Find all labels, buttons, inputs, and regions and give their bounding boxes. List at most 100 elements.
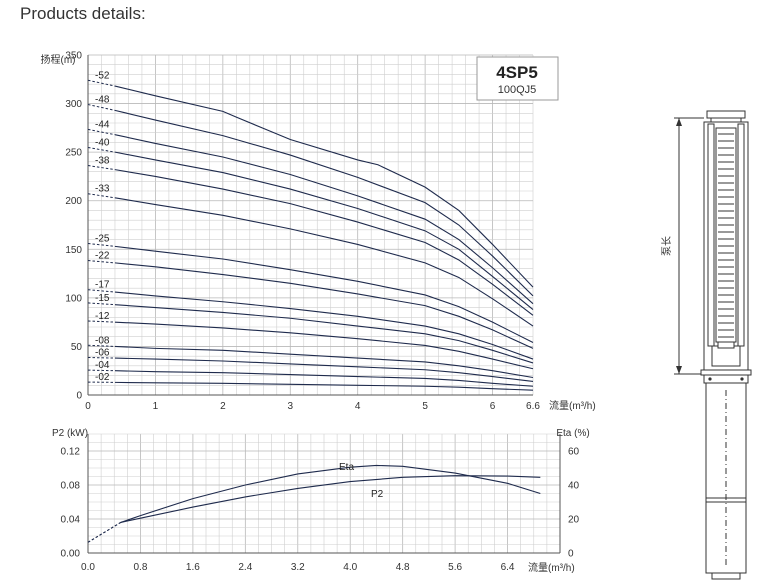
head-y-tick-label: 50 [71,342,83,353]
power-left-tick-label: 0.00 [61,549,81,560]
eta-curve [120,464,541,523]
power-right-tick-label: 0 [568,549,574,560]
stage-label: -33 [95,184,110,195]
head-chart-curves [87,79,534,391]
head-curve-44 [114,134,534,305]
head-curve-dashed-start [87,79,116,87]
stage-label: -17 [95,280,110,291]
stage-label: -48 [95,95,110,106]
power-x-tick-label: 0.8 [133,562,147,573]
head-curve-dashed-start [87,128,116,136]
power-left-tick-label: 0.04 [61,515,81,526]
power-x-tick-label: 3.2 [291,562,305,573]
head-chart-grid [87,54,534,396]
stage-label: -44 [95,119,110,130]
power-x-tick-label: 0.0 [81,562,95,573]
head-x-axis-title: 流量(m³/h) [549,399,596,412]
model-code: 100QJ5 [498,84,537,96]
p2-curve-dashed-start [87,521,122,543]
power-x-tick-label: 4.8 [396,562,410,573]
power-right-tick-label: 40 [568,481,580,492]
power-left-tick-label: 0.08 [61,481,81,492]
head-x-tick-label: 6 [490,401,496,412]
head-curve-12 [114,321,534,370]
head-curve-48 [114,109,534,297]
head-x-tick-label: 4 [355,401,361,412]
power-right-tick-label: 60 [568,447,580,458]
head-curve-06 [114,357,534,382]
head-curve-dashed-start [87,146,116,153]
power-x-tick-label: 1.6 [186,562,200,573]
head-curve-33 [114,197,534,327]
power-efficiency-chart: 0.0 0.8 1.6 2.4 3.2 4.0 4.8 5.6 6.4 0.00 0.04 0.08 0… [52,428,590,574]
power-x-tick-label: 4.0 [343,562,357,573]
power-x-axis-title: 流量(m³/h) [528,561,575,574]
head-y-tick-label: 300 [65,99,82,110]
head-y-axis-title: 扬程(m) [41,53,76,66]
head-curve-52 [114,85,534,288]
p2-curve [120,475,541,523]
power-right-axis-title: Eta (%) [556,428,589,439]
power-chart-axes: 0.0 0.8 1.6 2.4 3.2 4.0 4.8 5.6 6.4 0.00 0.04 0.08 0… [61,434,580,573]
head-y-tick-label: 0 [76,391,82,402]
head-chart-axes: 0 1 2 3 4 5 6 6.6 0 50 100 150 200 250 300 350 [65,51,540,413]
power-chart-grid [87,433,561,554]
head-curve-22 [114,262,534,349]
eta-series-label: Eta [339,462,354,473]
p2-series-label: P2 [371,489,384,500]
pump-stage-lines [718,133,734,338]
model-name: 4SP5 [496,63,538,82]
head-curve-15 [114,304,534,364]
head-y-tick-label: 150 [65,245,82,256]
stage-label: -02 [95,372,110,383]
head-chart-stage-labels: -52-48-44-40-38-33-25-22-17-15-12-08-06-… [95,70,110,383]
power-right-tick-label: 20 [568,515,580,526]
head-curve-25 [114,245,534,344]
head-curve-02 [114,381,534,391]
head-curve-dashed-start [87,242,116,247]
head-curve-38 [114,169,534,316]
head-x-tick-label: 0 [85,401,91,412]
stage-label: -06 [95,348,110,359]
head-curve-08 [114,345,534,379]
head-curve-dashed-start [87,302,116,306]
power-chart-curves [87,464,541,543]
power-left-tick-label: 0.12 [61,447,81,458]
stage-label: -04 [95,360,110,371]
power-x-tick-label: 2.4 [238,562,252,573]
power-left-axis-title: P2 (kW) [52,428,88,439]
head-x-tick-label: 1 [153,401,159,412]
head-curve-40 [114,151,534,310]
page-heading: Products details: [20,4,146,23]
pump-length-label: 泵长 [661,236,673,256]
head-curve-dashed-start [87,104,116,111]
head-curve-17 [114,291,534,360]
head-curve-dashed-start [87,260,116,264]
pump-dimension-drawing: 泵长 [661,110,752,580]
head-curve-dashed-start [87,289,116,293]
head-x-tick-label: 5 [422,401,428,412]
stage-label: -38 [95,156,110,167]
head-y-tick-label: 200 [65,196,82,207]
head-curve-dashed-start [87,165,116,171]
head-curve-dashed-start [87,193,116,199]
head-curve-04 [114,370,534,387]
stage-label: -08 [95,335,110,346]
stage-label: -22 [95,251,110,262]
stage-label: -12 [95,311,110,322]
stage-label: -52 [95,70,110,81]
head-y-tick-label: 100 [65,293,82,304]
stage-label: -40 [95,137,110,148]
head-x-tick-label: 6.6 [526,401,540,412]
head-y-tick-label: 250 [65,148,82,159]
model-box: 4SP5 100QJ5 [476,56,559,101]
power-x-tick-label: 5.6 [448,562,462,573]
head-x-tick-label: 2 [220,401,226,412]
stage-label: -25 [95,233,110,244]
power-x-tick-label: 6.4 [501,562,515,573]
head-y-tick-label: 350 [65,51,82,62]
head-flow-chart: 0 1 2 3 4 5 6 6.6 0 50 100 150 200 250 300 350 -52 -48 -4… [41,51,596,413]
stage-label: -15 [95,293,110,304]
head-x-tick-label: 3 [287,401,293,412]
